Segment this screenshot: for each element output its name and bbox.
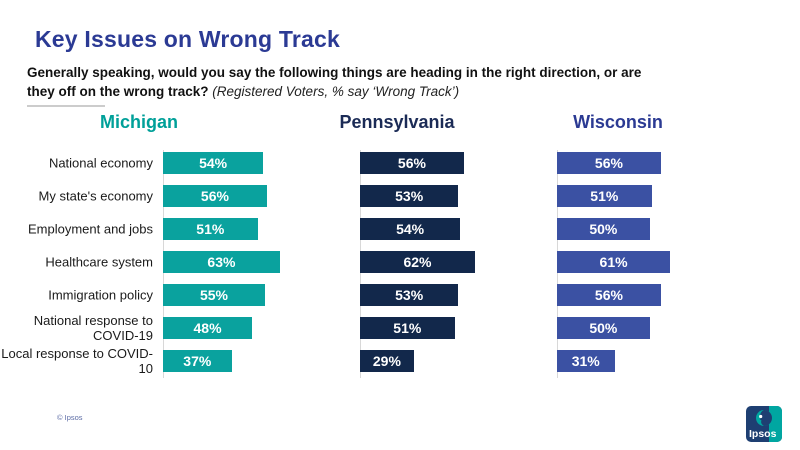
bar-value-label: 63%	[207, 253, 236, 270]
category-label: Local response to COVID-10	[1, 345, 153, 376]
bar-value-label: 51%	[590, 187, 619, 204]
category-label: National response to COVID-19	[33, 312, 153, 343]
category-label: National economy	[48, 155, 153, 170]
bar-wisconsin: 50%	[557, 316, 650, 339]
bar-michigan: 37%	[163, 349, 232, 372]
bar-value-label: 50%	[589, 319, 618, 336]
bar-michigan: 48%	[163, 316, 253, 339]
ipsos-logo: Ipsos	[746, 406, 782, 442]
bar-michigan: 55%	[163, 283, 266, 306]
bar-value-label: 53%	[395, 286, 424, 303]
bar-michigan: 63%	[163, 250, 280, 273]
bar-michigan: 54%	[163, 151, 264, 174]
question-qualifier: (Registered Voters, % say ‘Wrong Track’)	[208, 84, 460, 99]
bar-value-label: 62%	[403, 253, 432, 270]
bar-wisconsin: 56%	[557, 151, 661, 174]
bar-value-label: 54%	[199, 154, 228, 171]
bar-wisconsin: 50%	[557, 217, 650, 240]
bar-pennsylvania: 62%	[360, 250, 475, 273]
bar-value-label: 56%	[594, 154, 623, 171]
survey-question: Generally speaking, would you say the fo…	[27, 63, 757, 101]
category-label: Healthcare system	[45, 254, 153, 269]
category-label: Employment and jobs	[27, 221, 153, 236]
bar-value-label: 56%	[397, 154, 426, 171]
bar-value-label: 48%	[193, 319, 222, 336]
bar-value-label: 54%	[396, 220, 425, 237]
copyright-note: © Ipsos	[57, 413, 83, 422]
logo-face-highlight	[759, 414, 763, 419]
bar-value-label: 56%	[200, 187, 229, 204]
bar-value-label: 37%	[183, 352, 212, 369]
subtitle-underline	[27, 105, 105, 107]
bar-value-label: 53%	[395, 187, 424, 204]
bar-value-label: 61%	[599, 253, 628, 270]
bar-value-label: 55%	[199, 286, 229, 303]
bar-pennsylvania: 56%	[360, 151, 464, 174]
bar-pennsylvania: 53%	[360, 184, 459, 207]
bar-wisconsin: 51%	[557, 184, 652, 207]
bar-pennsylvania: 54%	[360, 217, 461, 240]
bar-value-label: 51%	[196, 220, 225, 237]
page-title: Key Issues on Wrong Track	[35, 26, 340, 52]
bar-wisconsin: 31%	[557, 349, 615, 372]
bar-pennsylvania: 53%	[360, 283, 459, 306]
bar-value-label: 56%	[594, 286, 623, 303]
bar-pennsylvania: 29%	[360, 349, 414, 372]
bar-wisconsin: 56%	[557, 283, 661, 306]
question-line-1: Generally speaking, would you say the fo…	[27, 65, 642, 80]
logo-teal-stripe	[769, 406, 782, 442]
logo-face-profile	[759, 410, 772, 426]
column-header-wisconsin: Wisconsin	[573, 112, 663, 132]
bar-value-label: 50%	[589, 220, 618, 237]
bar-value-label: 29%	[372, 352, 401, 369]
bar-pennsylvania: 51%	[360, 316, 455, 339]
logo-wordmark: Ipsos	[749, 428, 777, 440]
category-label: Immigration policy	[48, 287, 153, 302]
bar-michigan: 51%	[163, 217, 258, 240]
bar-value-label: 31%	[571, 352, 600, 369]
bar-value-label: 51%	[393, 319, 422, 336]
question-line-2: they off on the wrong track?	[27, 84, 209, 99]
bar-michigan: 56%	[163, 184, 267, 207]
column-header-pennsylvania: Pennsylvania	[339, 112, 455, 132]
column-header-michigan: Michigan	[99, 112, 179, 132]
category-label: My state's economy	[38, 188, 153, 203]
bar-wisconsin: 61%	[557, 250, 671, 273]
